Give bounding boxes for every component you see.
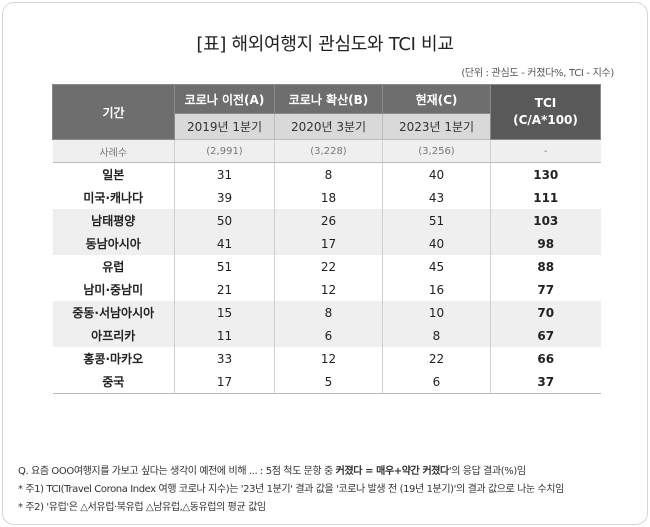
- row-name: 중국: [52, 370, 175, 394]
- table-row: 동남아시아 41 17 40 98: [52, 232, 601, 255]
- page-title: [표] 해외여행지 관심도와 TCI 비교: [196, 34, 454, 55]
- header-covid-spread: 코로나 확산(B): [274, 84, 383, 114]
- row-name: 미국·캐나다: [52, 186, 175, 209]
- row-tci: 70: [490, 301, 601, 324]
- sample-b: (3,228): [274, 139, 383, 163]
- row-name: 남미·중남미: [52, 278, 175, 301]
- sample-tci: -: [490, 139, 601, 163]
- header-tci-line2: (C/A*100): [513, 113, 578, 127]
- row-c: 6: [382, 370, 491, 394]
- header-tci: TCI (C/A*100): [490, 84, 601, 140]
- row-c: 51: [382, 209, 491, 232]
- sample-label: 사례수: [52, 139, 175, 163]
- row-c: 40: [382, 232, 491, 255]
- row-a: 31: [174, 162, 275, 186]
- row-tci: 111: [490, 186, 601, 209]
- row-b: 12: [274, 278, 383, 301]
- table-row: 미국·캐나다 39 18 43 111: [52, 186, 601, 209]
- row-c: 40: [382, 162, 491, 186]
- row-b: 17: [274, 232, 383, 255]
- table-row: 유럽 51 22 45 88: [52, 255, 601, 278]
- header-period: 기간: [52, 84, 175, 140]
- footnote-2: * 주2) '유럽'은 △서유럽·북유럽 △남유럽,△동유럽의 평균 값임: [18, 502, 266, 513]
- row-a: 39: [174, 186, 275, 209]
- question-note: Q. 요즘 OOO여행지를 가보고 싶다는 생각이 예전에 비해 ... : 5…: [18, 463, 564, 481]
- row-name: 남태평양: [52, 209, 175, 232]
- row-tci: 98: [490, 232, 601, 255]
- row-tci: 103: [490, 209, 601, 232]
- table-row: 아프리카 11 6 8 67: [52, 324, 601, 347]
- row-b: 6: [274, 324, 383, 347]
- table-row: 남미·중남미 21 12 16 77: [52, 278, 601, 301]
- row-tci: 130: [490, 162, 601, 186]
- row-a: 41: [174, 232, 275, 255]
- row-a: 21: [174, 278, 275, 301]
- sample-a: (2,991): [174, 139, 275, 163]
- row-a: 51: [174, 255, 275, 278]
- footnotes: Q. 요즘 OOO여행지를 가보고 싶다는 생각이 예전에 비해 ... : 5…: [18, 463, 564, 517]
- header-sub-2020: 2020년 3분기: [274, 113, 383, 140]
- comparison-table: 기간 코로나 이전(A) 코로나 확산(B) 현재(C) TCI (C/A*10…: [52, 84, 601, 394]
- row-c: 43: [382, 186, 491, 209]
- row-a: 33: [174, 347, 275, 370]
- question-text: Q. 요즘 OOO여행지를 가보고 싶다는 생각이 예전에 비해 ... : 5…: [18, 466, 336, 477]
- row-a: 17: [174, 370, 275, 394]
- header-current: 현재(C): [382, 84, 491, 114]
- header-sub-2023: 2023년 1분기: [382, 113, 491, 140]
- table-row: 홍콩·마카오 33 12 22 66: [52, 347, 601, 370]
- row-b: 18: [274, 186, 383, 209]
- row-c: 22: [382, 347, 491, 370]
- row-a: 11: [174, 324, 275, 347]
- row-tci: 88: [490, 255, 601, 278]
- row-tci: 67: [490, 324, 601, 347]
- row-name: 아프리카: [52, 324, 175, 347]
- row-a: 50: [174, 209, 275, 232]
- header-before-covid: 코로나 이전(A): [174, 84, 275, 114]
- row-tci: 66: [490, 347, 601, 370]
- row-c: 8: [382, 324, 491, 347]
- table-row: 중국 17 5 6 37: [52, 370, 601, 394]
- row-name: 유럽: [52, 255, 175, 278]
- table-row: 중동·서남아시아 15 8 10 70: [52, 301, 601, 324]
- row-b: 22: [274, 255, 383, 278]
- sample-size-row: 사례수 (2,991) (3,228) (3,256) -: [52, 139, 601, 163]
- row-tci: 77: [490, 278, 601, 301]
- row-tci: 37: [490, 370, 601, 394]
- row-name: 홍콩·마카오: [52, 347, 175, 370]
- row-b: 12: [274, 347, 383, 370]
- row-b: 5: [274, 370, 383, 394]
- row-b: 8: [274, 162, 383, 186]
- row-c: 45: [382, 255, 491, 278]
- question-suffix: '의 응답 결과(%)임: [448, 466, 526, 477]
- row-name: 중동·서남아시아: [52, 301, 175, 324]
- question-bold: 커졌다 = 매우+약간 커졌다: [335, 466, 450, 477]
- row-b: 26: [274, 209, 383, 232]
- table-row: 일본 31 8 40 130: [52, 162, 601, 186]
- row-c: 16: [382, 278, 491, 301]
- row-c: 10: [382, 301, 491, 324]
- header-sub-2019: 2019년 1분기: [174, 113, 275, 140]
- footnote-1: * 주1) TCI(Travel Corona Index 여행 코로나 지수)…: [18, 484, 564, 495]
- row-name: 동남아시아: [52, 232, 175, 255]
- row-b: 8: [274, 301, 383, 324]
- row-name: 일본: [52, 162, 175, 186]
- table-row: 남태평양 50 26 51 103: [52, 209, 601, 232]
- header-tci-line1: TCI: [534, 96, 557, 110]
- row-a: 15: [174, 301, 275, 324]
- sample-c: (3,256): [382, 139, 491, 163]
- unit-note: (단위 : 관심도 - 커졌다%, TCI - 지수): [461, 68, 614, 79]
